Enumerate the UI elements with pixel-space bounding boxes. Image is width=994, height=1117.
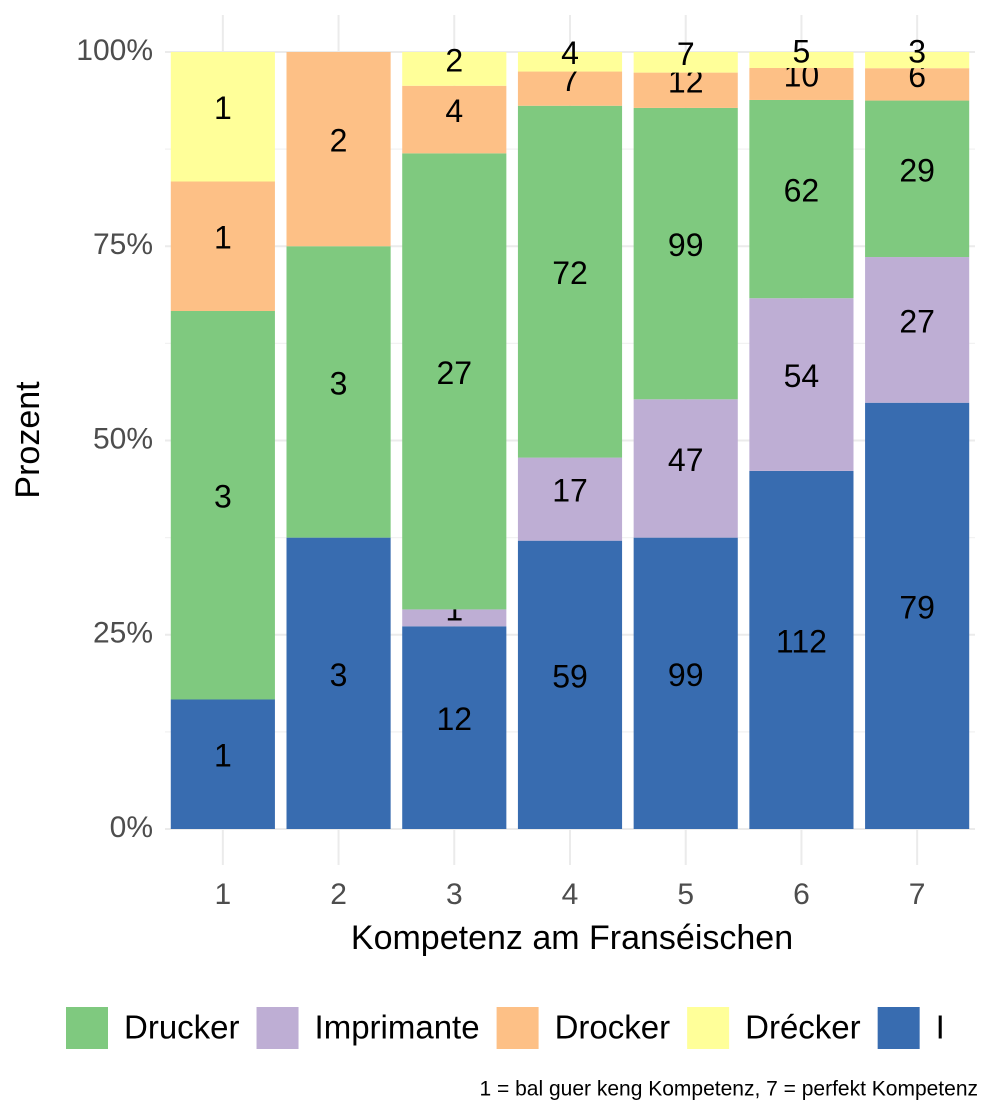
bar-segment [749,298,854,471]
bar-segment [402,52,507,86]
data-label: 1 [214,738,232,774]
data-label: 1 [214,220,232,256]
data-label: 72 [552,255,588,291]
bar-segment [517,71,623,106]
y-tick-label: 50% [93,422,153,455]
data-label: 29 [899,152,935,188]
bar-segment [402,153,507,610]
data-label: 12 [436,701,472,737]
bar-segment [517,52,623,72]
data-label: 1 [214,90,232,126]
y-tick-label: 25% [93,617,153,650]
legend-label: Drocker [555,1009,671,1046]
data-label: 99 [668,657,704,693]
y-tick-label: 100% [76,34,153,67]
bar-segment [170,311,275,700]
bar-segment [865,402,970,829]
x-tick-label: 1 [215,878,232,911]
x-tick-label: 3 [446,878,463,911]
legend-label: I [936,1009,945,1046]
legend-label: Drécker [745,1009,861,1046]
bar-segment [633,399,738,538]
data-label: 54 [784,358,820,394]
x-tick-label: 6 [793,878,810,911]
bar-segment [633,52,738,73]
y-tick-label: 75% [93,228,153,261]
data-label: 5 [793,33,811,69]
legend-swatch [66,1007,108,1049]
bar-segment [865,257,970,403]
y-axis-title: Prozent [9,381,47,499]
bar-segment [286,537,391,829]
x-tick-label: 5 [677,878,694,911]
bar-segment [633,537,738,829]
bar-segment [286,246,391,538]
bar-segment [749,52,854,68]
data-label: 17 [552,473,588,509]
x-tick-label: 2 [330,878,347,911]
bar-segment [865,68,970,101]
data-label: 79 [899,589,935,625]
bar-segment [170,52,275,182]
legend-swatch [877,1007,920,1049]
data-label: 27 [436,355,472,391]
bar-segment [170,699,275,829]
bar-segment [517,105,623,458]
data-label: 3 [214,479,232,515]
bar-segment [865,52,970,69]
bar-segment [633,107,738,400]
legend-swatch [496,1007,539,1049]
data-label: 7 [677,36,695,72]
x-axis-title: Kompetenz am Franséischen [351,919,793,957]
caption: 1 = bal guer keng Kompetenz, 7 = perfekt… [480,1078,978,1101]
data-label: 47 [668,442,704,478]
bar-segment [402,609,507,627]
data-label: 3 [330,365,348,401]
x-tick-label: 4 [562,878,579,911]
data-label: 99 [668,227,704,263]
data-label: 2 [330,123,348,159]
data-label: 2 [445,42,463,78]
data-label: 62 [784,173,820,209]
legend-swatch [687,1007,730,1049]
data-label: 59 [552,658,588,694]
y-tick-label: 0% [110,811,153,844]
bar-segment [749,99,854,299]
bar-segment [633,72,738,108]
legend-label: Imprimante [315,1009,480,1046]
bar-segment [749,470,854,829]
bar-segment [286,52,391,247]
data-label: 112 [776,623,827,659]
bar-segment [402,626,507,829]
bar-segment [402,85,507,154]
bar-segment [517,457,623,541]
legend-swatch [256,1007,299,1049]
bar-segment [749,67,854,100]
data-label: 3 [908,34,926,70]
data-label: 4 [561,35,579,71]
bar-segment [865,100,970,258]
x-tick-label: 7 [909,878,926,911]
data-label: 4 [445,93,463,129]
legend-label: Drucker [124,1009,240,1046]
bar-segment [170,181,275,311]
data-label: 27 [899,303,935,339]
bar-segment [517,540,623,829]
data-label: 3 [330,657,348,693]
